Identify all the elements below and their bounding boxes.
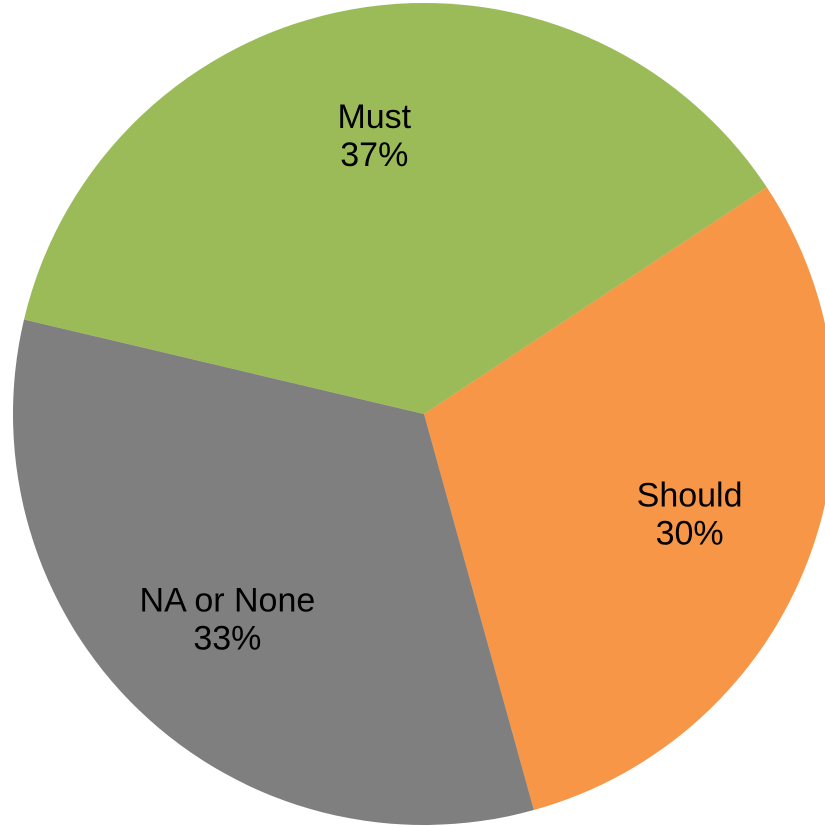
slice-category-label: Must xyxy=(337,98,411,136)
pie-slices xyxy=(12,2,825,825)
slice-category-label: Should xyxy=(637,476,743,514)
pie-slice-na-or-none xyxy=(12,319,534,825)
slice-percent-label: 37% xyxy=(340,136,408,174)
pie-slice-should xyxy=(424,187,825,811)
pie-slice-must xyxy=(24,2,767,415)
slice-percent-label: 30% xyxy=(656,514,724,552)
slice-percent-label: 33% xyxy=(193,619,261,657)
slice-category-label: NA or None xyxy=(140,581,316,619)
